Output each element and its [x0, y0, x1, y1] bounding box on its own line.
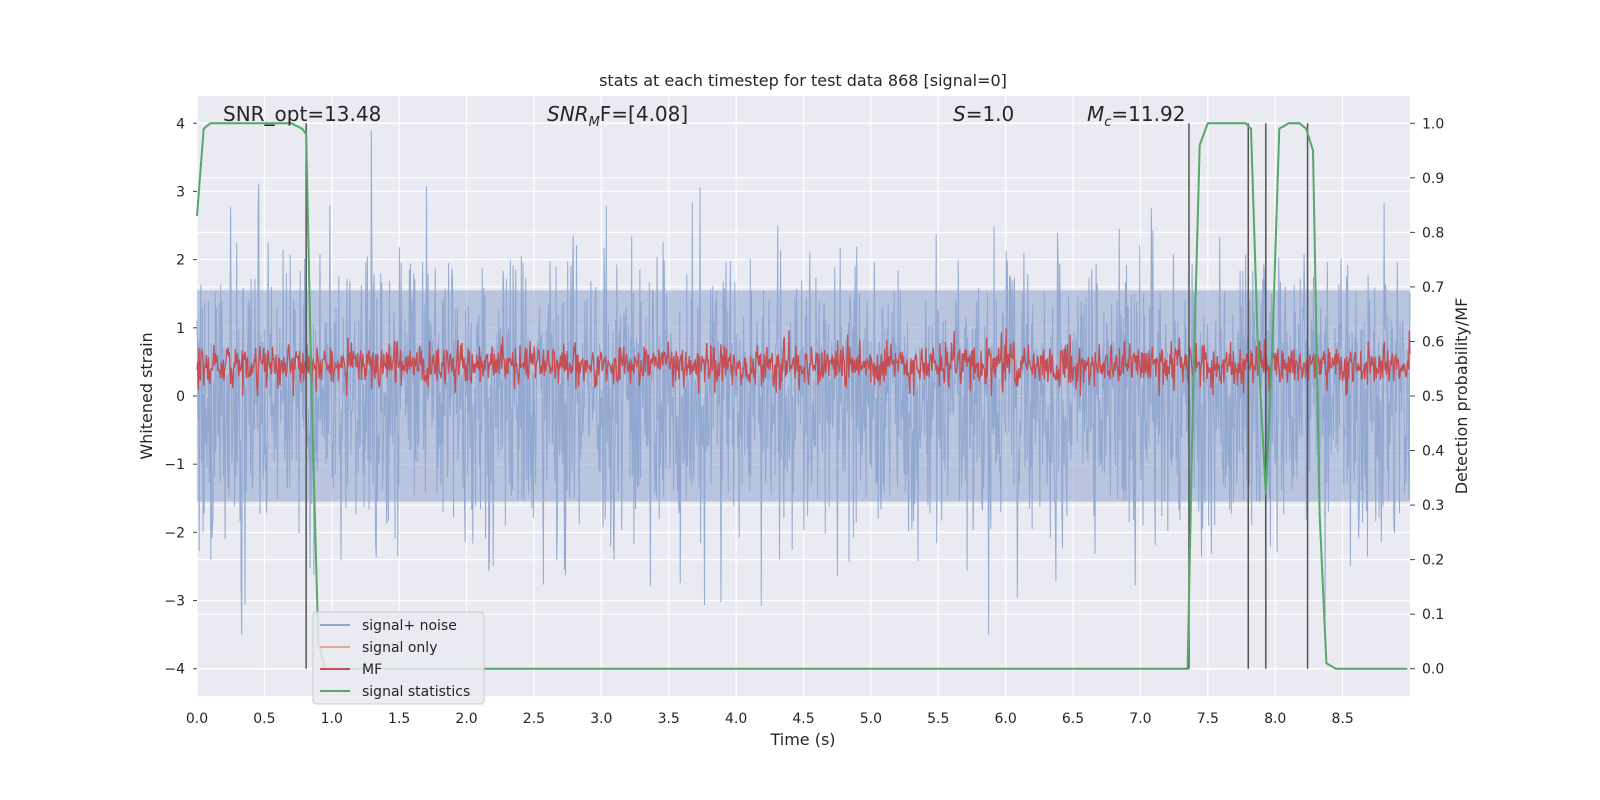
- x-tick-label: 8.0: [1264, 711, 1286, 727]
- y-left-tick-labels: 4 3 2 1 0 −1 −2 −3 −4: [164, 116, 197, 678]
- x-tick-label: 8.5: [1331, 711, 1353, 727]
- y-right-tick-label: 0.5: [1422, 389, 1444, 405]
- x-tick-label: 7.0: [1129, 711, 1151, 727]
- legend-label-mf: MF: [362, 662, 382, 678]
- y-right-tick-label: 0.9: [1422, 171, 1444, 187]
- signal-statistics-line: [196, 122, 1408, 670]
- y-left-tick-label: 3: [176, 184, 185, 200]
- y-right-axis-label: Detection probability/MF: [1452, 298, 1471, 495]
- y-left-tick-label: 2: [176, 253, 185, 269]
- x-tick-label: 3.0: [590, 711, 612, 727]
- y-left-tick-label: 1: [176, 321, 185, 337]
- annotation-mc: Mc=11.92: [1087, 102, 1185, 130]
- chart-title: stats at each timestep for test data 868…: [599, 71, 1007, 90]
- x-tick-label: 5.0: [860, 711, 882, 727]
- x-tick-label: 6.0: [995, 711, 1017, 727]
- y-right-tick-label: 0.8: [1422, 225, 1444, 241]
- y-right-tick-label: 0.4: [1422, 444, 1444, 460]
- y-left-tick-label: 4: [176, 116, 185, 132]
- y-right-tick-label: 0.7: [1422, 280, 1444, 296]
- x-tick-label: 1.0: [321, 711, 343, 727]
- y-left-tick-label: −3: [164, 594, 185, 610]
- annotation-snr-opt: SNR_opt=13.48: [223, 102, 381, 126]
- x-tick-label: 6.5: [1062, 711, 1084, 727]
- x-tick-labels: 0.0 0.5 1.0 1.5 2.0 2.5 3.0 3.5 4.0 4.5 5.0 5.5 6.0 6…: [186, 711, 1354, 727]
- x-tick-label: 4.0: [725, 711, 747, 727]
- legend: signal+ noise signal only MF signal stat…: [312, 611, 485, 705]
- x-tick-label: 2.5: [523, 711, 545, 727]
- x-tick-label: 2.0: [455, 711, 477, 727]
- x-tick-label: 0.5: [253, 711, 275, 727]
- annotation-snr-mf: SNRMF=[4.08]: [547, 102, 688, 130]
- x-tick-label: 1.5: [388, 711, 410, 727]
- x-tick-label: 5.5: [927, 711, 949, 727]
- x-tick-label: 7.5: [1197, 711, 1219, 727]
- mf-line: [196, 328, 1411, 397]
- y-right-tick-label: 0.1: [1422, 607, 1444, 623]
- y-right-tick-label: 0.3: [1422, 498, 1444, 514]
- x-tick-label: 0.0: [186, 711, 208, 727]
- x-axis-label: Time (s): [769, 730, 835, 749]
- legend-label-signal-only: signal only: [362, 640, 437, 656]
- y-left-axis-label: Whitened strain: [137, 332, 156, 459]
- x-tick-label: 3.5: [658, 711, 680, 727]
- y-right-tick-label: 0.2: [1422, 553, 1444, 569]
- y-right-tick-label: 0.6: [1422, 334, 1444, 350]
- y-left-tick-label: −4: [164, 662, 185, 678]
- y-right-tick-label: 0.0: [1422, 662, 1444, 678]
- signal-noise-core: [197, 290, 1410, 502]
- y-right-tick-labels: 1.0 0.9 0.8 0.7 0.6 0.5 0.4 0.3 0.2 0.1 0.0: [1410, 116, 1444, 678]
- y-left-tick-label: −1: [164, 457, 185, 473]
- signal-statistics-series: [196, 122, 1408, 670]
- legend-label-signal-statistics: signal statistics: [362, 684, 470, 700]
- mf-series: [196, 328, 1411, 397]
- y-left-tick-label: −2: [164, 525, 185, 541]
- y-left-tick-label: 0: [176, 389, 185, 405]
- x-tick-label: 4.5: [792, 711, 814, 727]
- signal-noise-series: [196, 130, 1411, 635]
- legend-label-signal-noise: signal+ noise: [362, 618, 457, 634]
- y-right-tick-label: 1.0: [1422, 116, 1444, 132]
- annotation-s: S=1.0: [953, 102, 1014, 126]
- legend-box: [312, 611, 485, 705]
